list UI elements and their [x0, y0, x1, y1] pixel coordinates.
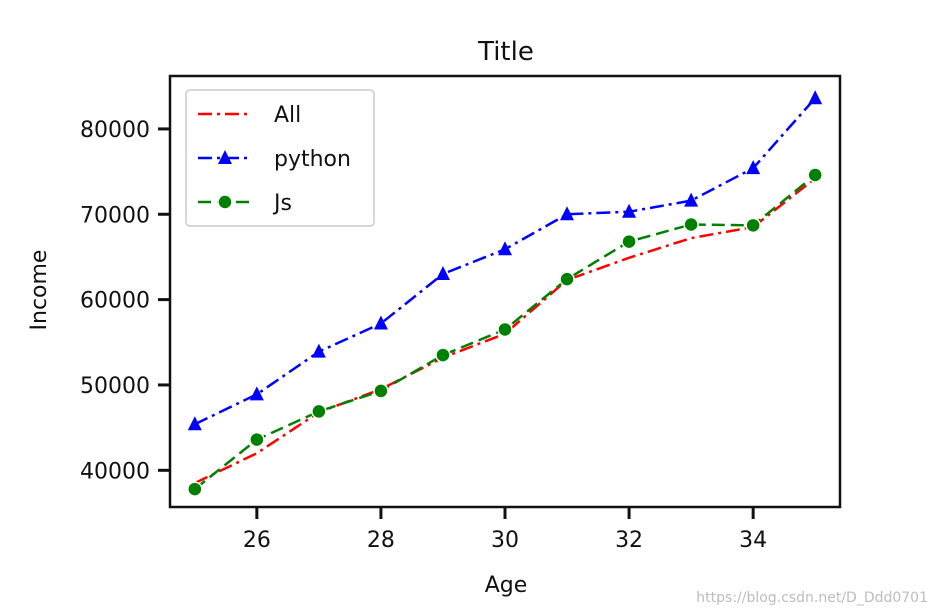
data-point [373, 383, 389, 399]
series-layer [187, 90, 823, 497]
legend-label: Js [272, 191, 292, 216]
x-tick-label: 34 [739, 528, 767, 553]
legend-item: All [198, 103, 301, 128]
data-point [684, 192, 699, 207]
data-point [187, 416, 202, 431]
y-axis-label: Income [27, 250, 52, 331]
y-tick-label: 40000 [80, 459, 150, 484]
x-tick-label: 30 [491, 528, 519, 553]
data-point [683, 216, 699, 233]
series-python [187, 90, 823, 431]
y-tick-label: 80000 [80, 118, 150, 143]
legend-item: Js [198, 191, 292, 216]
data-point [498, 241, 512, 256]
data-point [311, 343, 326, 358]
data-point [808, 90, 823, 105]
x-tick-label: 28 [367, 528, 395, 553]
data-point [435, 347, 451, 363]
legend-label: python [274, 147, 351, 172]
data-point [559, 271, 575, 287]
legend-marker [218, 150, 232, 164]
legend-item: python [198, 147, 351, 172]
data-point [560, 206, 575, 221]
data-point [621, 233, 637, 250]
x-tick-label: 26 [243, 528, 271, 553]
chart-title: Title [477, 37, 534, 67]
x-tick-label: 32 [615, 528, 643, 553]
data-point [497, 321, 513, 338]
data-point [622, 203, 637, 218]
y-tick-label: 70000 [80, 203, 150, 228]
data-point [807, 167, 823, 183]
legend-box [185, 89, 375, 227]
legend-label: All [274, 103, 301, 128]
data-point [249, 431, 265, 448]
data-point [187, 481, 203, 497]
data-point [746, 160, 761, 175]
series-js [187, 167, 823, 497]
x-axis-label: Age [485, 573, 528, 598]
legend: All python Js [185, 89, 375, 227]
data-point [435, 266, 450, 281]
y-tick-label: 60000 [80, 289, 150, 314]
data-point [373, 315, 388, 330]
y-tick-label: 50000 [80, 374, 150, 399]
data-point [311, 403, 327, 420]
legend-marker [217, 194, 233, 210]
data-point [745, 217, 761, 234]
data-point [249, 386, 264, 401]
watermark: https://blog.csdn.net/D_Ddd0701 [696, 590, 928, 606]
axes: 26 28 30 32 34 40000 50000 60000 70000 80000 [80, 74, 842, 553]
